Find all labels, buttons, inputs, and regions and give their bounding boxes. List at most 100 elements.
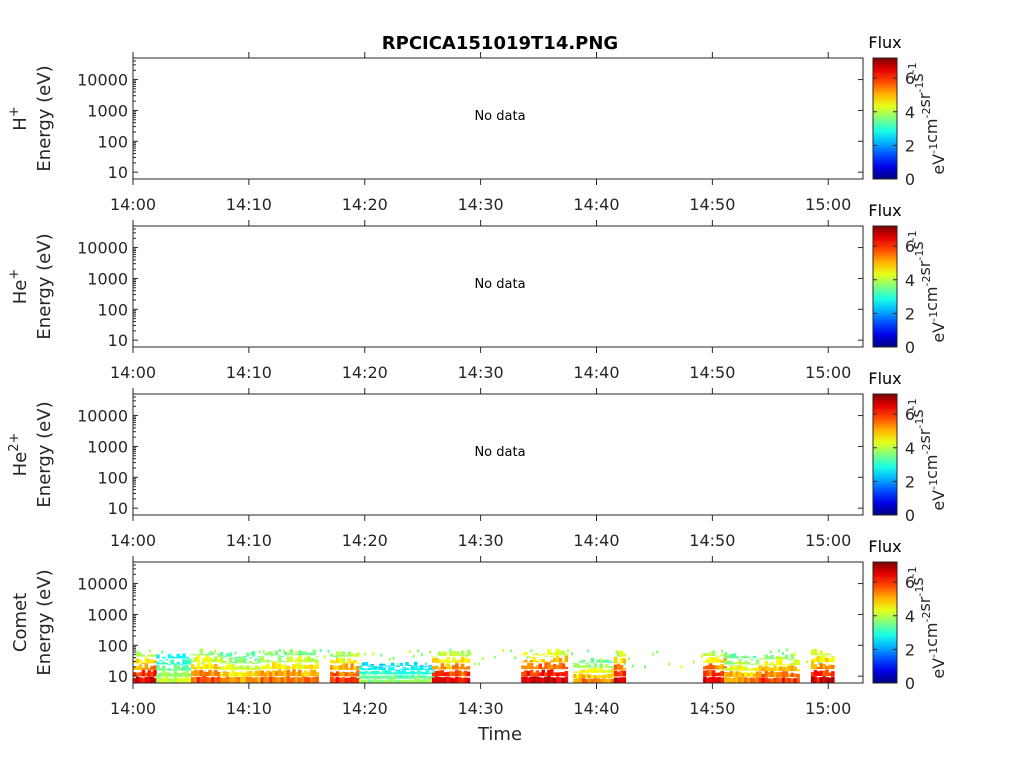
heatmap-cell <box>692 660 695 664</box>
heatmap-cell <box>752 673 757 677</box>
colorbar-tick-label: 6 <box>905 237 915 256</box>
heatmap-cell <box>347 672 351 677</box>
heatmap-cell <box>790 663 795 666</box>
colorbar-title: Flux <box>868 33 901 52</box>
heatmap-cell <box>532 676 537 683</box>
heatmap-cell <box>399 679 403 683</box>
heatmap-cell <box>402 670 406 675</box>
heatmap-cell <box>292 661 296 663</box>
heatmap-cell <box>735 662 739 665</box>
heatmap-cell <box>353 672 357 677</box>
heatmap-cell <box>735 656 739 659</box>
heatmap-cell <box>538 659 543 663</box>
heatmap-cell <box>359 675 363 679</box>
heatmap-cell <box>393 671 398 675</box>
heatmap-cell <box>463 667 468 670</box>
heatmap-cell <box>411 670 415 675</box>
heatmap-cell <box>652 652 655 656</box>
heatmap-cell <box>781 652 784 656</box>
heatmap-cell <box>164 677 169 683</box>
colorbar-tick-label: 0 <box>905 506 915 525</box>
heatmap-cell <box>708 677 713 683</box>
heatmap-cell <box>379 679 383 683</box>
heatmap-cell <box>179 664 183 666</box>
heatmap-cell <box>350 663 354 670</box>
heatmap-cell <box>392 656 395 660</box>
heatmap-cell <box>554 650 557 654</box>
heatmap-cell <box>202 663 206 670</box>
heatmap-cell <box>196 654 201 656</box>
heatmap-cell <box>776 677 780 683</box>
heatmap-cell <box>173 663 178 665</box>
heatmap-cell <box>303 657 308 663</box>
heatmap-cell <box>347 677 351 683</box>
heatmap-cell <box>350 671 354 677</box>
heatmap-cell <box>729 678 734 683</box>
heatmap-cell <box>608 669 612 673</box>
heatmap-cell <box>222 677 227 683</box>
heatmap-cell <box>332 677 337 683</box>
heatmap-cell <box>428 676 432 679</box>
heatmap-cell <box>147 659 151 664</box>
heatmap-cell <box>558 677 563 683</box>
heatmap-cell <box>254 662 259 664</box>
heatmap-cell <box>272 654 276 656</box>
heatmap-cell <box>370 679 374 683</box>
plot-area-frame <box>132 393 864 516</box>
heatmap-cell <box>269 667 273 670</box>
heatmap-cell <box>810 649 815 656</box>
heatmap-cell <box>605 664 609 668</box>
heatmap-cell <box>764 654 768 660</box>
heatmap-cell <box>613 670 618 677</box>
heatmap-cell <box>289 656 293 663</box>
heatmap-cell <box>726 668 731 671</box>
heatmap-cell <box>761 658 766 660</box>
heatmap-cell <box>396 675 401 679</box>
heatmap-cell <box>309 652 314 656</box>
heatmap-cell <box>822 664 826 670</box>
heatmap-cell <box>711 657 716 663</box>
heatmap-cell <box>587 668 592 673</box>
heatmap-cell <box>784 671 789 678</box>
heatmap-cell <box>787 674 792 678</box>
heatmap-cell <box>455 676 459 683</box>
unit-exponent: -1 <box>906 566 919 577</box>
heatmap-cell <box>566 649 569 653</box>
heatmap-cell <box>306 677 311 683</box>
y-axis-label-group: He+ Energy (eV) <box>7 233 55 339</box>
species-label: Comet <box>10 593 31 652</box>
heatmap-cell <box>396 665 401 667</box>
heatmap-cell <box>819 677 823 683</box>
x-tick-label: 15:00 <box>805 363 851 382</box>
x-tick-label: 15:00 <box>805 195 851 214</box>
heatmap-cell <box>822 670 826 677</box>
heatmap-cell <box>579 673 583 678</box>
heatmap-cell <box>173 677 178 683</box>
heatmap-cell <box>161 650 164 654</box>
heatmap-cell <box>364 675 369 679</box>
heatmap-cell <box>758 665 763 672</box>
heatmap-cell <box>460 663 465 670</box>
unit-exponent: -1 <box>906 398 919 409</box>
heatmap-cell <box>364 652 367 656</box>
heatmap-cell <box>529 660 534 663</box>
heatmap-cell <box>527 662 531 670</box>
heatmap-cell <box>341 651 346 657</box>
heatmap-cell <box>584 679 589 683</box>
heatmap-cell <box>576 674 580 678</box>
heatmap-cell <box>708 656 713 663</box>
heatmap-cell <box>315 676 319 683</box>
heatmap-cell <box>286 657 290 663</box>
heatmap-cell <box>138 664 143 670</box>
heatmap-cell <box>234 667 238 670</box>
unit-base: eV <box>929 658 948 679</box>
heatmap-cell <box>622 667 627 670</box>
y-tick-label: 10 <box>108 331 128 350</box>
heatmap-cell <box>779 666 783 672</box>
heatmap-cell <box>399 662 403 666</box>
heatmap-cell <box>260 670 264 677</box>
heatmap-cell <box>422 679 427 683</box>
heatmap-cell <box>463 670 468 677</box>
heatmap-cell <box>254 677 259 683</box>
species-name: He <box>10 280 31 305</box>
